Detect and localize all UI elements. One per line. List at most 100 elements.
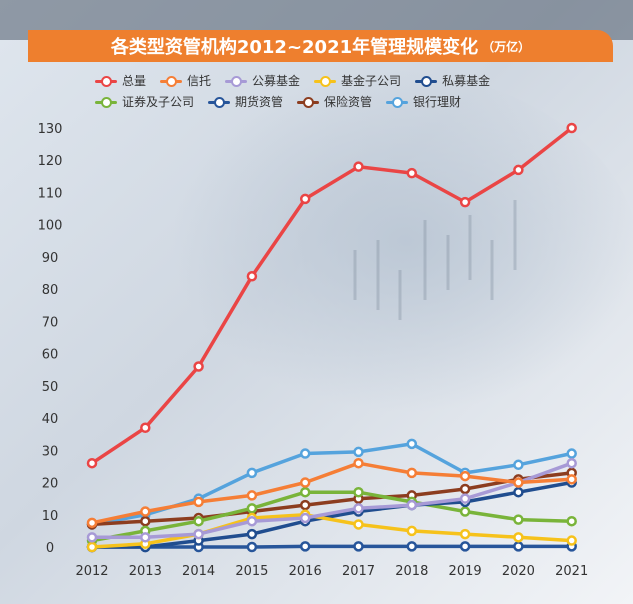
data-point [299,477,311,488]
data-point [406,499,418,511]
y-tick-label: 10 [42,509,59,524]
y-tick-label: 50 [42,380,59,395]
data-point [246,467,258,479]
data-point [299,541,311,552]
data-point [566,474,577,485]
data-point [406,167,418,179]
series-line [90,490,574,543]
data-point [459,196,471,208]
series-1 [86,457,577,529]
legend-item: 公募基金 [225,72,300,89]
x-tick-label: 2013 [129,564,162,579]
data-point [86,457,98,469]
data-point [566,515,577,527]
x-tick-label: 2016 [289,564,322,579]
y-tick-label: 80 [42,283,59,298]
data-point [459,470,471,482]
data-point [513,486,524,498]
series-2 [86,457,577,543]
data-point [299,486,311,498]
y-tick-label: 0 [46,541,54,556]
series-line [90,544,574,549]
data-point [86,541,98,553]
legend-swatch [208,96,231,108]
x-tick-label: 2014 [182,564,215,579]
legend-label: 期货资管 [235,95,284,109]
legend-swatch [225,75,248,87]
data-point [406,438,418,450]
data-point [566,122,577,134]
legend-label: 证券及子公司 [122,95,195,109]
legend-swatch [160,75,183,87]
data-point [193,515,204,527]
data-point [353,457,364,469]
data-point [246,541,258,553]
data-point [566,457,577,469]
legend-item: 信托 [160,72,211,89]
legend-item: 保险资管 [297,93,372,110]
x-tick-label: 2012 [75,564,108,579]
legend-label: 银行理财 [413,95,462,109]
legend-item: 基金子公司 [314,72,401,89]
data-point [246,515,258,527]
decorative-candlesticks [353,200,517,320]
data-point [140,422,151,433]
data-point [353,161,364,172]
data-point [513,514,524,525]
legend-item: 私募基金 [415,72,490,89]
x-tick-label: 2017 [342,564,375,579]
x-tick-label: 2015 [235,564,268,579]
data-point [459,483,471,495]
data-point [299,193,311,205]
x-tick-label: 2021 [555,564,588,579]
legend-swatch [95,96,117,108]
legend-label: 保险资管 [324,95,373,109]
data-point [513,541,524,552]
legend-item: 总量 [95,72,146,89]
data-point [353,541,364,552]
chart-title: 各类型资管机构2012~2021年管理规模变化 [110,37,479,58]
data-point [459,541,471,552]
x-tick-label: 2019 [449,564,482,579]
data-point [459,528,471,540]
data-point [513,164,524,176]
y-tick-label: 60 [42,348,59,363]
x-tick-label: 2018 [395,564,428,579]
data-point [246,528,258,540]
data-point [566,535,577,546]
data-point [246,490,258,501]
x-tick-label: 2020 [502,564,535,579]
data-point [193,496,204,508]
series-line [90,480,574,549]
legend-label: 信托 [187,74,212,88]
legend-swatch [386,96,409,108]
y-tick-label: 40 [42,412,59,427]
data-point [513,459,524,471]
y-tick-label: 90 [42,251,59,266]
data-point [566,448,577,459]
data-point [353,519,364,530]
data-point [246,271,258,282]
y-tick-label: 20 [42,477,59,492]
data-point [406,541,418,552]
data-point [299,512,311,524]
legend-item: 银行理财 [386,93,461,110]
y-tick-label: 100 [38,219,63,234]
legend-label: 基金子公司 [341,74,402,88]
data-point [406,525,418,537]
data-point [513,532,524,543]
legend-item: 证券及子公司 [95,93,194,110]
data-point [459,506,471,517]
legend-label: 私募基金 [442,74,491,88]
legend-label: 公募基金 [252,74,301,88]
series-line [90,126,574,465]
legend-row: 证券及子公司 期货资管 保险资管 银行理财 [95,91,615,112]
data-point [246,503,258,514]
data-point [140,532,151,543]
data-point [193,528,204,540]
data-point [193,361,204,372]
y-tick-label: 70 [42,315,59,330]
data-point [140,506,151,517]
legend-item: 期货资管 [208,93,283,110]
y-tick-label: 130 [38,122,63,137]
